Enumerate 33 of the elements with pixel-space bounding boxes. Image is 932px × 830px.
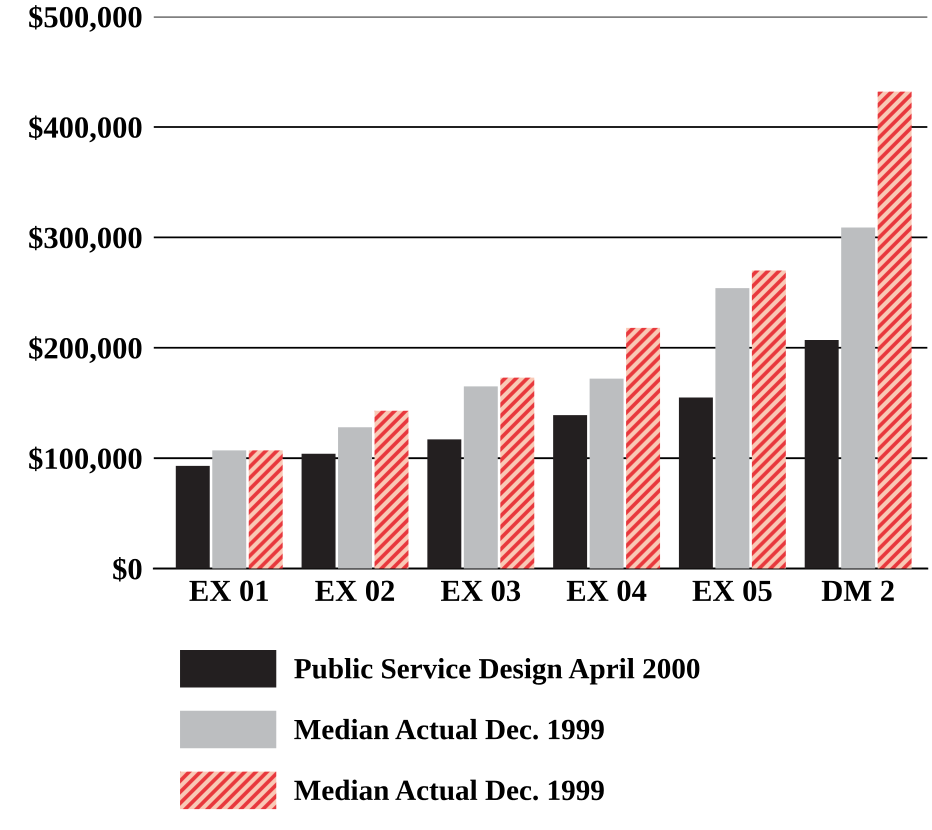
x-tick-label: EX 04 (566, 580, 646, 602)
bar (678, 397, 713, 569)
legend-label: Median Actual Dec. 1999 (294, 780, 604, 800)
bar (464, 386, 498, 569)
bar (878, 92, 912, 569)
bar (715, 288, 750, 569)
bar (626, 328, 660, 569)
bar (427, 439, 462, 569)
bar (302, 454, 336, 569)
bar (374, 410, 408, 569)
x-tick-label: EX 03 (441, 580, 520, 602)
x-tick-label: EX 01 (189, 580, 268, 602)
y-tick-label: $0 (113, 557, 142, 582)
x-tick-label: EX 05 (692, 580, 772, 602)
x-tick-label: EX 02 (315, 580, 394, 602)
y-tick-label: $200,000 (29, 336, 142, 364)
y-tick-label: $400,000 (29, 115, 142, 142)
bar (176, 466, 210, 569)
y-tick-label: $100,000 (29, 446, 142, 474)
bar (841, 227, 876, 569)
bar (248, 450, 283, 569)
y-tick-label: $300,000 (29, 226, 142, 253)
x-tick-label: DM 2 (822, 580, 894, 601)
y-tick-label: $500,000 (29, 5, 142, 32)
bar (590, 378, 624, 569)
bar (804, 340, 839, 569)
bar (553, 415, 588, 569)
bar (752, 270, 786, 569)
bar (212, 450, 246, 569)
legend-label: Median Actual Dec. 1999 (294, 718, 604, 740)
bar (338, 427, 372, 569)
bar (500, 378, 534, 569)
legend-label: Public Service Design April 2000 (294, 658, 700, 685)
